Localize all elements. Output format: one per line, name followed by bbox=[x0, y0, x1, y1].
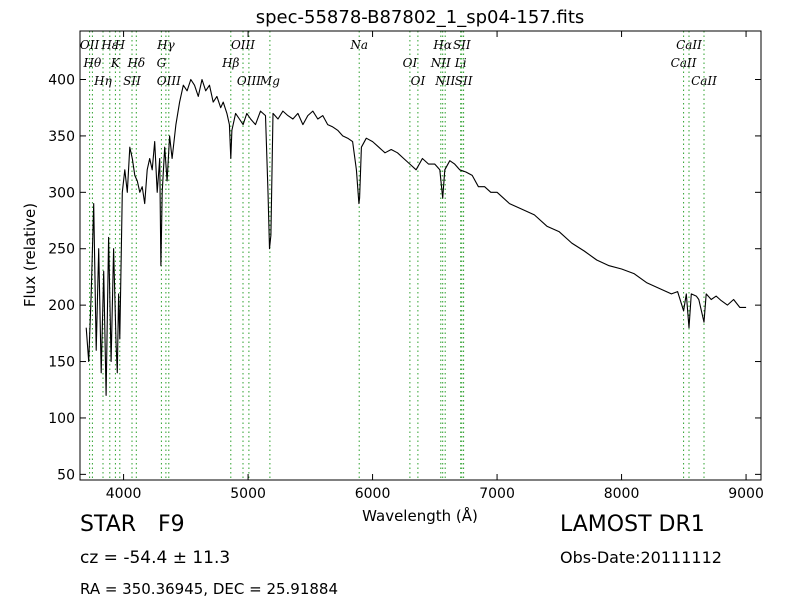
spectral-line-label: OIII bbox=[231, 38, 255, 52]
spectral-line-label: Mg bbox=[259, 74, 280, 88]
spectral-line-labels: OIIHθHηHεKSIIHHδOIIIHγGOIIIOIIIHβMgNaOIO… bbox=[80, 38, 717, 88]
x-tick-label: 8000 bbox=[604, 486, 640, 502]
x-tick-label: 5000 bbox=[230, 486, 266, 502]
y-tick-label: 250 bbox=[48, 242, 75, 258]
y-axis-label: Flux (relative) bbox=[21, 203, 39, 307]
spectrum-plot bbox=[85, 78, 747, 396]
ra-dec-coordinates: RA = 350.36945, DEC = 25.91884 bbox=[80, 580, 339, 598]
spectral-line-label: OII bbox=[80, 38, 100, 52]
y-tick-label: 200 bbox=[48, 298, 75, 314]
spectral-line-label: OIII bbox=[157, 74, 181, 88]
spectral-line-label: OI bbox=[403, 56, 418, 70]
spectral-line-label: SII bbox=[455, 74, 473, 88]
y-tick-label: 50 bbox=[57, 467, 75, 483]
spectral-line-label: OIII bbox=[237, 74, 261, 88]
spectral-line-label: Hε bbox=[100, 38, 118, 52]
spectral-line-label: NII bbox=[434, 74, 455, 88]
spectral-line-label: Li bbox=[454, 56, 467, 70]
plot-frame bbox=[79, 30, 762, 481]
object-subclass: F9 bbox=[158, 512, 185, 537]
spectral-line-label: K bbox=[110, 56, 121, 70]
y-tick-label: 100 bbox=[48, 411, 75, 427]
y-tick-label: 150 bbox=[48, 355, 75, 371]
spectral-line-label: OI bbox=[411, 74, 426, 88]
spectral-line-label: Hβ bbox=[221, 56, 239, 70]
spectral-line-label: SII bbox=[453, 38, 471, 52]
spectrum-series-line bbox=[85, 78, 747, 396]
x-tick-label: 4000 bbox=[106, 486, 142, 502]
spectral-line-label: Hα bbox=[432, 38, 452, 52]
x-axis-label: Wavelength (Å) bbox=[362, 506, 478, 525]
spectral-line-label: Na bbox=[349, 38, 368, 52]
spectral-line-label: CaII bbox=[691, 74, 717, 88]
y-tick-label: 300 bbox=[48, 185, 75, 201]
spectral-line-label: CaII bbox=[676, 38, 702, 52]
spectral-line-label: Hθ bbox=[83, 56, 102, 70]
y-axis: 50 100 150 200 250 300 350 400 bbox=[48, 73, 761, 483]
spectral-line-label: NII bbox=[430, 56, 451, 70]
chart-title: spec-55878-B87802_1_sp04-157.fits bbox=[256, 7, 585, 28]
spectral-line-label: Hγ bbox=[156, 38, 175, 52]
object-classification: STAR F9 bbox=[80, 512, 207, 537]
redshift-cz: cz = -54.4 ± 11.3 bbox=[80, 548, 231, 568]
x-tick-label: 6000 bbox=[355, 486, 391, 502]
spectral-line-label: G bbox=[157, 56, 167, 70]
spectral-line-label: Hη bbox=[93, 74, 112, 88]
observation-date: Obs-Date:20111112 bbox=[560, 548, 722, 567]
y-tick-label: 400 bbox=[48, 73, 75, 89]
spectral-line-label: CaII bbox=[671, 56, 697, 70]
y-tick-label: 350 bbox=[48, 129, 75, 145]
survey-name: LAMOST DR1 bbox=[560, 512, 705, 537]
spectral-line-label: SII bbox=[123, 74, 141, 88]
spectral-line-markers bbox=[89, 31, 705, 480]
x-tick-label: 7000 bbox=[479, 486, 515, 502]
x-axis: 4000 5000 6000 7000 8000 9000 bbox=[106, 31, 764, 502]
object-type: STAR bbox=[80, 512, 137, 537]
spectral-line-label: Hδ bbox=[126, 56, 145, 70]
x-tick-label: 9000 bbox=[728, 486, 764, 502]
spectral-line-label: H bbox=[114, 38, 126, 52]
